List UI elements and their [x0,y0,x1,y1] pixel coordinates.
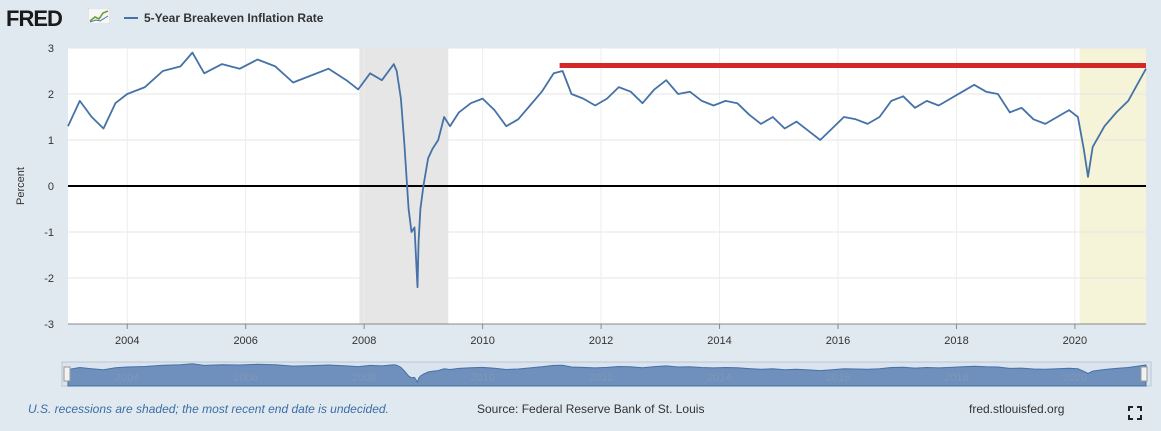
graph-icon [88,8,110,24]
y-tick-label: -3 [44,319,54,331]
fullscreen-icon[interactable] [1128,406,1142,420]
navigator-tick-label: 2004 [115,372,139,384]
source-url[interactable]: fred.stlouisfed.org [969,402,1065,416]
source-text: Source: Federal Reserve Bank of St. Loui… [477,402,705,416]
y-tick-label: 2 [48,89,54,101]
x-tick-label: 2010 [470,335,494,347]
x-tick-label: 2006 [233,335,257,347]
legend-series-label: 5-Year Breakeven Inflation Rate [144,11,324,25]
navigator-tick-label: 2008 [352,372,376,384]
x-tick-label: 2020 [1063,335,1087,347]
x-tick-label: 2018 [944,335,968,347]
navigator-tick-label: 2010 [470,372,494,384]
fred-logo[interactable]: FRED [6,6,63,31]
y-tick-label: 1 [48,135,54,147]
y-tick-label: 3 [48,43,54,55]
navigator-handle-left[interactable] [63,366,71,382]
chart-header: FRED 5-Year Breakeven Inflation Rate [0,0,1161,40]
navigator-tick-label: 2012 [589,372,613,384]
chart-area[interactable]: -3 -2 -1 0 1 2 3 2004 2006 2008 2010 2012 2014 2016 20… [0,0,1161,400]
navigator-tick-label: 2006 [233,372,257,384]
x-tick-label: 2004 [115,335,139,347]
x-tick-label: 2008 [352,335,376,347]
navigator-handle-right[interactable] [1140,366,1148,382]
series-line [67,51,1147,289]
y-tick-label: -1 [44,227,54,239]
legend-swatch [124,17,138,19]
y-axis-label: Percent [15,167,27,205]
y-tick-label: 0 [48,181,54,193]
navigator-tick-label: 2018 [944,372,968,384]
legend[interactable]: 5-Year Breakeven Inflation Rate [124,11,323,25]
x-tick-label: 2012 [589,335,613,347]
navigator-tick-label: 2020 [1063,372,1087,384]
recession-note: U.S. recessions are shaded; the most rec… [28,402,389,416]
navigator-series [67,363,1147,387]
x-tick-label: 2014 [707,335,731,347]
y-tick-label: -2 [44,273,54,285]
x-tick-label: 2016 [826,335,850,347]
navigator-tick-label: 2016 [826,372,850,384]
navigator-tick-label: 2014 [707,372,731,384]
